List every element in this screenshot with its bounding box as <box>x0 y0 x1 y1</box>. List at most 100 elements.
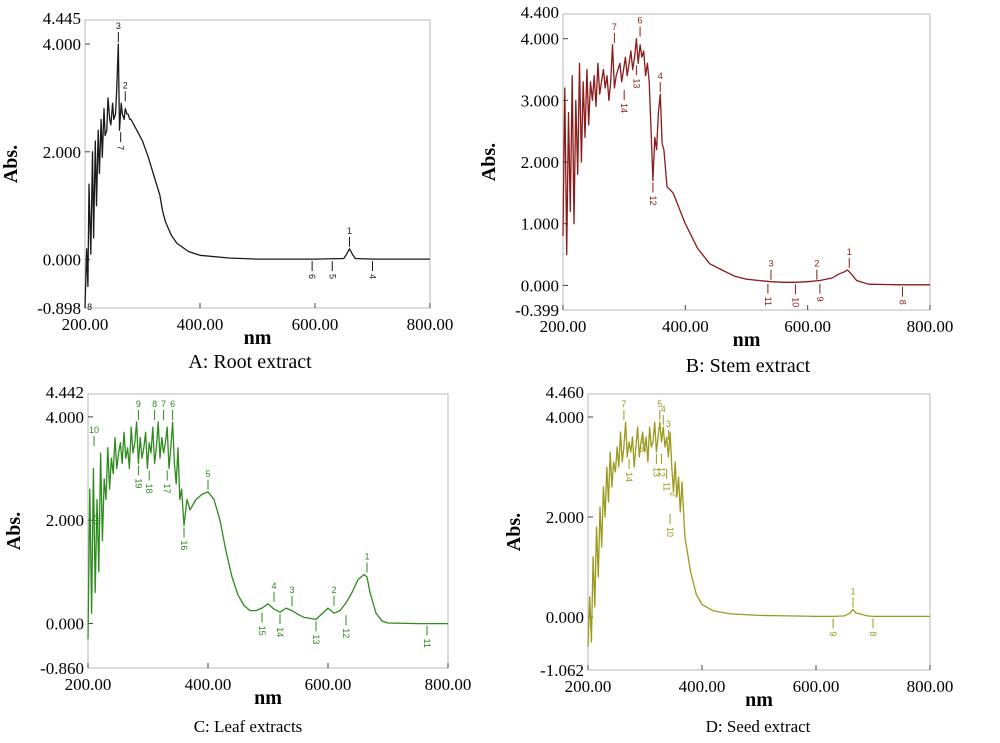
peak-label: 9 <box>136 399 141 409</box>
peak-marker: 12 <box>341 615 351 638</box>
peak-marker: 7 <box>161 399 166 421</box>
peak-marker: 18 <box>144 470 154 494</box>
peak-label: 7 <box>612 22 617 32</box>
peak-marker: 5 <box>327 261 337 279</box>
peak-label: 1 <box>347 226 352 236</box>
peak-label: 6 <box>638 16 643 26</box>
x-tick-label: 200.00 <box>540 317 587 336</box>
y-min-label: -0.860 <box>40 659 84 678</box>
x-tick-label: 400.00 <box>679 677 726 696</box>
peak-label: 2 <box>669 492 679 497</box>
peak-marker: 6 <box>170 399 175 421</box>
x-tick-label: 600.00 <box>793 677 840 696</box>
peak-label: 4 <box>658 71 663 81</box>
peak-marker: 17 <box>162 470 172 494</box>
peak-marker: 8 <box>897 286 907 305</box>
peak-marker: 6 <box>638 433 648 452</box>
peak-marker: 3 <box>768 259 773 280</box>
spectrum-panel-3: 4.460 -1.062 4.000 2.000 0.000 200.00 400.00 60… <box>503 383 953 736</box>
peak-label: 1 <box>847 247 852 257</box>
peak-marker: 4 <box>658 71 663 93</box>
y-tick-label: 4.000 <box>46 408 84 427</box>
peak-marker: 2 <box>331 585 337 607</box>
y-axis-label: Abs. <box>478 143 500 181</box>
y-tick-label: 4.000 <box>546 408 584 427</box>
peak-label: 13 <box>631 78 641 88</box>
peak-marker: 12 <box>648 182 658 206</box>
peak-label: 19 <box>133 478 143 488</box>
y-max-label: 4.442 <box>46 383 84 402</box>
peak-marker: 14 <box>275 614 285 637</box>
x-tick-label: 600.00 <box>784 317 831 336</box>
y-max-label: 4.460 <box>546 383 584 402</box>
peak-label: 8 <box>897 300 907 305</box>
y-tick-label: 2.000 <box>546 508 584 527</box>
peak-label: 14 <box>619 103 629 113</box>
peak-marker: 10 <box>665 513 675 537</box>
peak-marker: 15 <box>257 612 267 636</box>
peak-label: 7 <box>116 145 126 150</box>
peak-label: 12 <box>648 196 658 206</box>
peak-label: 5 <box>205 469 210 479</box>
peak-label: 14 <box>624 472 634 482</box>
x-tick-label: 200.00 <box>565 677 612 696</box>
peak-marker: 13 <box>311 621 321 644</box>
peak-label: 9 <box>815 297 825 302</box>
panel-caption: A: Root extract <box>188 351 312 373</box>
peak-label: 3 <box>116 21 121 31</box>
peak-label: 9 <box>828 631 838 636</box>
x-axis-label: nm <box>244 327 272 349</box>
y-tick-label: 3.000 <box>521 91 559 110</box>
spectrum-line <box>84 43 430 309</box>
x-tick-label: 600.00 <box>305 675 352 694</box>
y-tick-label: 2.000 <box>521 153 559 172</box>
peak-label: 11 <box>662 482 672 491</box>
x-tick-label: 800.00 <box>407 315 454 334</box>
peak-label: 16 <box>179 540 189 550</box>
peak-marker: 4 <box>661 404 666 425</box>
x-axis-label: nm <box>745 689 773 711</box>
peak-marker: 1 <box>364 551 370 573</box>
peak-marker: 1 <box>851 586 856 608</box>
peak-label: 2 <box>123 80 128 90</box>
peak-label: 13 <box>311 634 321 644</box>
peak-marker: 6 <box>307 261 317 279</box>
x-axis-label: nm <box>733 329 761 351</box>
plot-frame <box>587 393 931 671</box>
x-tick-label: 200.00 <box>62 315 109 334</box>
y-tick-label: 2.000 <box>43 143 81 162</box>
y-tick-label: 4.000 <box>43 35 81 54</box>
y-tick-label: 0.000 <box>546 608 584 627</box>
spectrum-panel-2: 4.442 -0.860 4.000 2.000 0.000 200.00 400.00 60… <box>3 383 471 736</box>
x-tick-label: 800.00 <box>425 675 472 694</box>
y-axis-label: Abs. <box>3 512 25 550</box>
spectrum-line <box>562 38 930 286</box>
peak-marker: 9 <box>815 283 825 302</box>
y-tick-label: 2.000 <box>46 511 84 530</box>
plot-frame <box>87 393 449 669</box>
peak-marker: 10 <box>89 425 99 446</box>
spectrum-panel-0: 4.445 -0.898 4.000 2.000 0.000 200.00 400.00 60… <box>0 9 453 373</box>
peak-label: 7 <box>161 399 166 409</box>
peak-marker: 6 <box>638 16 643 37</box>
peak-marker: 14 <box>619 90 629 113</box>
plot-frame <box>84 19 431 309</box>
peak-label: 6 <box>307 274 317 279</box>
peak-marker: 3 <box>666 419 671 440</box>
x-axis-label: nm <box>254 687 282 709</box>
peak-marker: 9 <box>828 618 838 636</box>
y-min-label: -0.898 <box>37 299 81 318</box>
panel-caption: B: Stem extract <box>686 355 811 377</box>
x-tick-label: 200.00 <box>65 675 112 694</box>
peak-label: 8 <box>152 399 157 409</box>
peak-marker: 11 <box>422 625 432 648</box>
y-tick-label: 4.000 <box>521 30 559 49</box>
peak-label: 1 <box>851 586 856 596</box>
peak-marker: 16 <box>179 527 189 550</box>
peak-label: 3 <box>289 585 294 595</box>
peak-label: 8 <box>87 302 92 312</box>
peak-label: 17 <box>162 484 172 494</box>
peak-label: 18 <box>144 484 154 494</box>
peak-marker: 8 <box>868 618 878 636</box>
peak-marker: 7 <box>116 132 126 150</box>
